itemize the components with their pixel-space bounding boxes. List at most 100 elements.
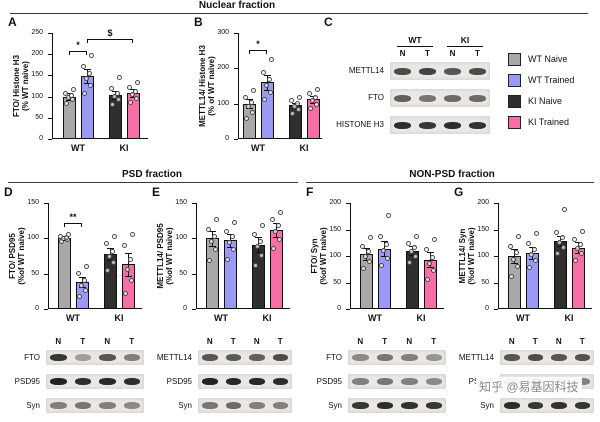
blot-strip xyxy=(46,398,144,413)
blot-row-label: FTO xyxy=(24,352,40,362)
y-tick-mark xyxy=(192,238,196,240)
error-bar-cap xyxy=(208,246,216,248)
y-tick-label: 100 xyxy=(477,252,489,259)
panel-letter: F xyxy=(306,185,314,199)
blot-band xyxy=(202,402,218,409)
blot-strip xyxy=(348,398,446,413)
blot-band xyxy=(99,378,116,385)
panel-e-mettl14-psd95-chart: E METTL14/ PSD95 (%of WT naive) WT KI 0 50 100 1… xyxy=(150,185,296,337)
significance-label: * xyxy=(256,38,260,49)
data-point xyxy=(574,246,580,252)
data-point xyxy=(132,89,138,94)
data-point xyxy=(423,247,429,253)
y-tick-label: 50 xyxy=(481,278,489,286)
error-bar-cap xyxy=(510,248,518,250)
blot-band xyxy=(574,402,590,409)
data-point xyxy=(572,257,578,263)
section-title-nuclear-fraction: Nuclear fraction xyxy=(198,0,276,11)
legend-label: KI Naive xyxy=(528,96,563,106)
data-point xyxy=(103,241,109,247)
panel-a-fto-histone-chart: A FTO/ Histone H3 (% WT naive) * $ WT KI 0 50 100… xyxy=(6,15,154,167)
significance-bracket xyxy=(249,49,267,54)
y-tick-label: 0 xyxy=(225,135,229,142)
error-bar-cap xyxy=(426,267,434,269)
data-point xyxy=(62,90,68,96)
y-tick-mark xyxy=(346,229,350,231)
blot-band xyxy=(225,402,241,409)
blot-lane-label: T xyxy=(80,337,86,346)
blot-strip xyxy=(390,62,490,80)
panel-letter: D xyxy=(4,185,13,199)
data-point xyxy=(309,98,315,104)
nuclear-section-divider xyxy=(10,13,588,14)
legend: WT Naive WT Trained KI Naive KI Trained xyxy=(508,52,598,140)
y-tick-mark xyxy=(48,117,52,119)
error-bar-cap xyxy=(380,256,388,257)
y-tick-mark xyxy=(48,139,52,140)
data-point xyxy=(129,231,135,237)
y-tick-mark xyxy=(48,96,52,98)
error-bar xyxy=(109,247,111,261)
y-tick-label: 300 xyxy=(217,29,229,36)
data-point xyxy=(312,94,318,100)
blot-lane-label: T xyxy=(230,337,236,346)
data-point xyxy=(288,98,294,104)
blot-lane-label: T xyxy=(475,49,480,58)
y-tick-mark xyxy=(44,309,48,310)
blot-row-label: PSD95 xyxy=(14,376,40,386)
blot-group-label-ki: KI xyxy=(460,35,470,45)
y-axis-title: METTL14/ Histone H3 (% of WT naive) xyxy=(198,45,216,127)
data-point xyxy=(245,103,251,109)
y-tick-mark xyxy=(44,273,48,275)
blot-band xyxy=(249,378,265,385)
data-point xyxy=(531,247,537,253)
blot-lane-label: N xyxy=(449,49,456,58)
error-bar xyxy=(266,74,268,91)
y-axis-title: METTL14/ PSD95 (%of WT naive) xyxy=(156,223,174,288)
data-point xyxy=(261,96,267,102)
y-tick-mark xyxy=(48,75,52,77)
data-point xyxy=(275,223,281,229)
watermark: 知乎 @易基因科技 xyxy=(476,377,582,396)
legend-label: KI Trained xyxy=(528,117,570,127)
data-point xyxy=(69,97,75,103)
blot-band xyxy=(99,402,116,409)
y-tick-label: 100 xyxy=(27,234,39,242)
data-point xyxy=(229,234,235,240)
data-point xyxy=(507,243,513,249)
y-tick-mark xyxy=(494,256,498,257)
panel-c-nuclear-western-blot: C WT KI N T N T METTL14 FTO HISTONE H3 xyxy=(322,15,494,162)
blot-row-label: Syn xyxy=(26,400,40,410)
blot-band xyxy=(352,378,369,385)
data-point xyxy=(366,258,372,264)
y-axis-title-line: (% WT naive) xyxy=(21,61,30,111)
data-point xyxy=(578,251,584,257)
data-point xyxy=(213,217,219,223)
y-axis-title: FTO/ Histone H3 (% WT naive) xyxy=(12,55,30,117)
blot-band xyxy=(249,402,265,409)
data-point xyxy=(412,253,418,259)
y-tick-label: 250 xyxy=(31,29,43,36)
data-point xyxy=(426,260,432,266)
blot-band xyxy=(401,378,418,385)
error-bar-cap xyxy=(263,90,271,92)
legend-item: WT Naive xyxy=(508,52,598,68)
data-point xyxy=(127,257,133,263)
y-tick-mark xyxy=(48,33,52,34)
blot-band xyxy=(352,402,369,409)
data-point xyxy=(377,234,383,240)
blot-band xyxy=(123,402,140,409)
data-point xyxy=(513,250,519,256)
blot-band xyxy=(419,67,436,75)
data-point xyxy=(296,94,302,100)
data-point xyxy=(254,244,260,250)
data-point xyxy=(109,101,115,107)
plot-area: WT KI xyxy=(196,203,290,323)
data-point xyxy=(82,288,88,294)
blot-lane-label: N xyxy=(406,337,413,346)
data-point xyxy=(109,248,115,254)
y-tick-mark xyxy=(44,203,48,204)
data-point xyxy=(406,259,412,265)
panel-b-mettl14-histone-chart: B METTL14/ Histone H3 (% of WT naive) * WT KI… xyxy=(192,15,328,167)
blot-strip xyxy=(198,374,292,389)
